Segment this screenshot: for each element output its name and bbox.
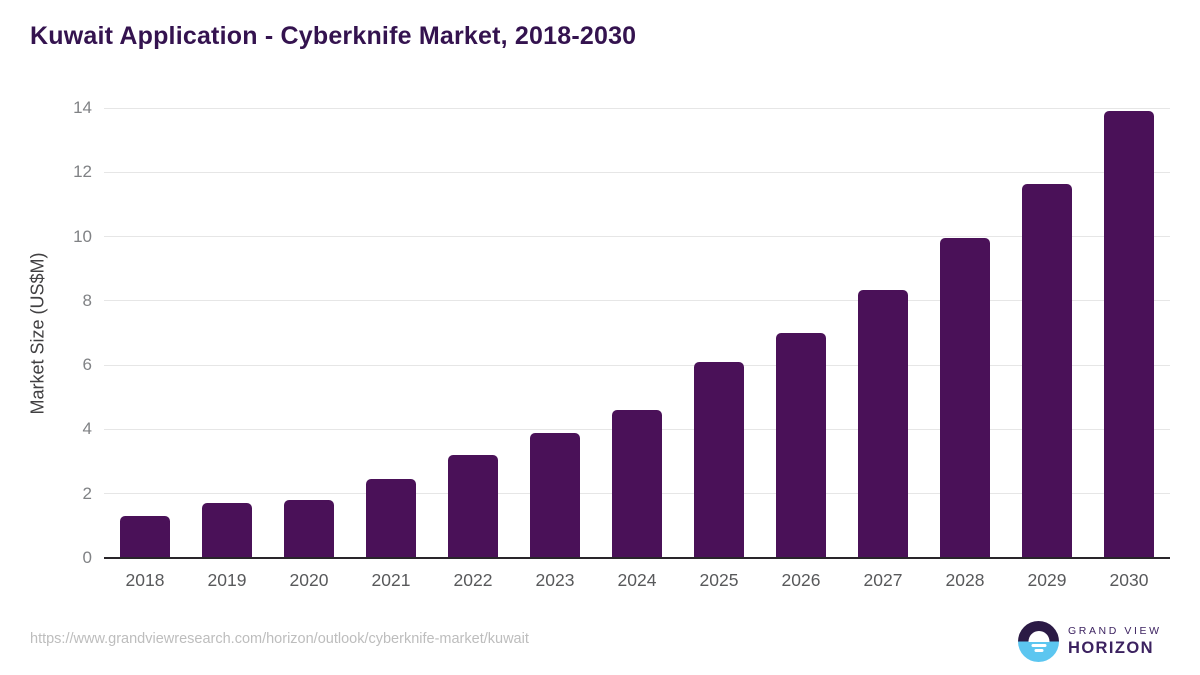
bar-2029 — [1022, 183, 1072, 558]
bar-2025 — [694, 361, 744, 558]
y-tick-label-0: 0 — [82, 548, 92, 567]
y-axis-title: Market Size (US$M) — [27, 252, 48, 415]
y-tick-label-6: 6 — [82, 355, 92, 375]
gridline-y-12 — [104, 171, 1170, 173]
y-tick-label-4: 4 — [82, 419, 92, 439]
logo-text-grand-view: GRAND VIEW — [1068, 625, 1162, 637]
logo-text-horizon: HORIZON — [1068, 639, 1154, 657]
y-tick-label-2: 2 — [82, 483, 92, 503]
x-tick-label-2029: 2029 — [1027, 570, 1067, 590]
bar-2023 — [530, 432, 580, 558]
logo-text: GRAND VIEW HORIZON — [1068, 625, 1162, 658]
bar-2019 — [202, 503, 252, 558]
gridline-y-14 — [104, 107, 1170, 109]
x-tick-label-2022: 2022 — [453, 570, 493, 590]
source-url: https://www.grandviewresearch.com/horizo… — [30, 631, 529, 647]
x-tick-label-2030: 2030 — [1109, 570, 1149, 590]
bar-2022 — [448, 455, 498, 558]
x-tick-label-2024: 2024 — [617, 570, 657, 590]
x-tick-label-2027: 2027 — [863, 570, 903, 590]
sun-reflection-line — [1031, 643, 1046, 648]
y-tick-label-8: 8 — [82, 290, 92, 310]
bar-2028 — [940, 238, 990, 558]
x-tick-label-2018: 2018 — [125, 570, 165, 590]
gridline-y-8 — [104, 300, 1170, 302]
x-tick-label-2026: 2026 — [781, 570, 821, 590]
bar-2027 — [858, 289, 908, 558]
gridline-y-10 — [104, 236, 1170, 238]
chart-title: Kuwait Application - Cyberknife Market, … — [30, 22, 637, 50]
y-tick-label-10: 10 — [73, 226, 92, 246]
horizon-sunrise-icon — [1018, 621, 1059, 662]
sun-reflection-line — [1034, 648, 1043, 653]
x-tick-label-2020: 2020 — [289, 570, 329, 590]
gridline-y-6 — [104, 364, 1170, 366]
x-tick-label-2025: 2025 — [699, 570, 739, 590]
bar-2024 — [612, 410, 662, 558]
grand-view-horizon-logo: GRAND VIEW HORIZON — [1018, 621, 1162, 662]
x-tick-label-2023: 2023 — [535, 570, 575, 590]
bar-2030 — [1104, 111, 1154, 558]
y-tick-label-14: 14 — [73, 98, 92, 117]
x-tick-label-2021: 2021 — [371, 570, 411, 590]
bar-2026 — [776, 333, 826, 558]
x-tick-label-2019: 2019 — [207, 570, 247, 590]
y-tick-label-12: 12 — [73, 162, 92, 182]
x-axis-line — [104, 557, 1170, 559]
sun-icon — [1028, 630, 1049, 642]
x-tick-label-2028: 2028 — [945, 570, 985, 590]
bar-2018 — [120, 516, 170, 558]
bar-2021 — [366, 479, 416, 558]
bar-2020 — [284, 500, 334, 558]
